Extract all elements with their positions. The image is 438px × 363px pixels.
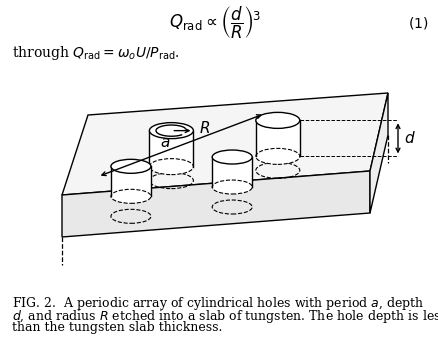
Ellipse shape: [256, 113, 300, 129]
Ellipse shape: [111, 189, 151, 203]
Polygon shape: [111, 166, 151, 196]
Text: through $Q_\mathrm{rad} = \omega_o U/P_\mathrm{rad}$.: through $Q_\mathrm{rad} = \omega_o U/P_\…: [12, 44, 180, 62]
Polygon shape: [370, 93, 388, 213]
Ellipse shape: [212, 180, 252, 194]
Text: FIG. 2.  A periodic array of cylindrical holes with period $a$, depth: FIG. 2. A periodic array of cylindrical …: [12, 295, 424, 312]
Polygon shape: [256, 121, 300, 156]
Polygon shape: [212, 157, 252, 187]
Ellipse shape: [256, 148, 300, 164]
Text: $d$: $d$: [404, 130, 416, 146]
Ellipse shape: [111, 159, 151, 173]
Polygon shape: [62, 171, 370, 237]
Polygon shape: [62, 93, 388, 195]
Text: $Q_\mathrm{rad} \propto \left(\dfrac{d}{R}\right)^{\!3}$: $Q_\mathrm{rad} \propto \left(\dfrac{d}{…: [169, 5, 261, 41]
Ellipse shape: [149, 159, 194, 175]
Text: $d$, and radius $R$ etched into a slab of tungsten. The hole depth is less: $d$, and radius $R$ etched into a slab o…: [12, 308, 438, 325]
Text: than the tungsten slab thickness.: than the tungsten slab thickness.: [12, 321, 223, 334]
Text: $(1)$: $(1)$: [408, 15, 428, 31]
Ellipse shape: [149, 123, 194, 139]
Polygon shape: [149, 131, 194, 167]
Text: $R$: $R$: [199, 120, 211, 136]
Text: $a$: $a$: [160, 136, 170, 150]
Ellipse shape: [212, 150, 252, 164]
